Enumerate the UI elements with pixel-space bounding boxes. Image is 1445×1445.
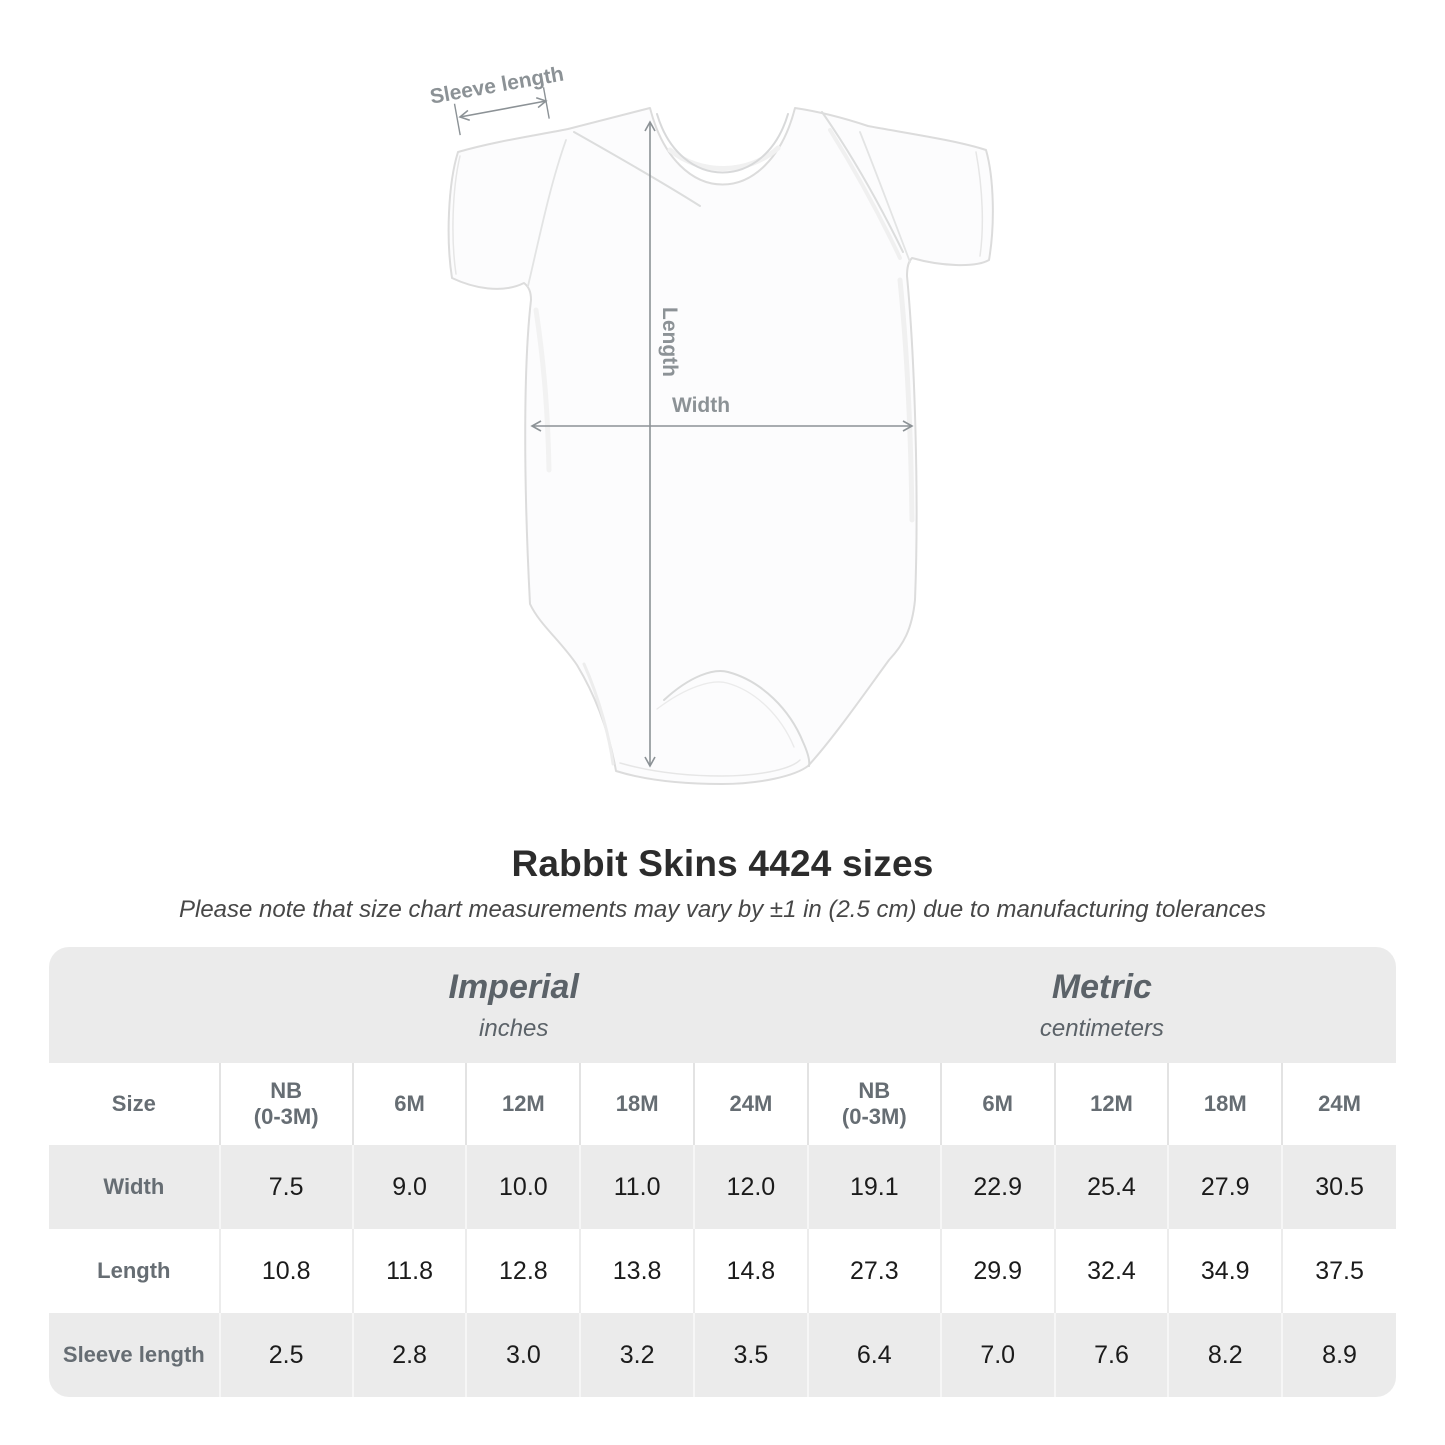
length-value: 10.8 (218, 1229, 353, 1313)
col-header-18m-imperial: 18M (579, 1063, 694, 1145)
col-header-6m-metric: 6M (939, 1063, 1055, 1145)
sleeve-length-value: 7.6 (1053, 1313, 1169, 1397)
tolerance-note: Please note that size chart measurements… (178, 896, 1267, 923)
sleeve-length-value: 3.0 (465, 1313, 581, 1397)
sleeve-length-value: 8.9 (1281, 1313, 1396, 1397)
bodysuit-shading (533, 128, 915, 766)
width-value: 27.9 (1167, 1145, 1283, 1229)
col-header-12m-metric: 12M (1053, 1063, 1169, 1145)
length-value: 34.9 (1167, 1229, 1283, 1313)
sleeve-length-value: 6.4 (806, 1313, 941, 1397)
length-label: Length (658, 307, 681, 377)
page-title: Rabbit Skins 4424 sizes (511, 843, 934, 884)
length-value: 32.4 (1053, 1229, 1169, 1313)
sleeve-length-arrow (453, 87, 550, 136)
length-value: 11.8 (351, 1229, 467, 1313)
metric-unit-label: centimeters (1039, 1015, 1164, 1042)
col-header-nb-imperial: NB (0-3M) (218, 1063, 353, 1145)
col-header-24m-imperial: 24M (693, 1063, 808, 1145)
bodysuit-seams (452, 111, 984, 777)
col-header-nb-metric: NB (0-3M) (806, 1063, 941, 1145)
row-label-width: Width (49, 1145, 220, 1229)
width-value: 19.1 (806, 1145, 941, 1229)
width-value: 12.0 (693, 1145, 808, 1229)
unit-group-imperial: Imperial inches (219, 947, 808, 1063)
length-value: 27.3 (806, 1229, 941, 1313)
col-header-18m-metric: 18M (1167, 1063, 1283, 1145)
unit-group-metric: Metric centimeters (807, 947, 1396, 1063)
row-label-sleeve-length: Sleeve length (49, 1313, 220, 1397)
width-value: 9.0 (351, 1145, 467, 1229)
metric-label: Metric (1051, 968, 1152, 1006)
width-value: 10.0 (465, 1145, 581, 1229)
imperial-unit-label: inches (479, 1015, 549, 1042)
bodysuit-diagram: Sleeve length Length Width (420, 50, 1030, 830)
width-value: 25.4 (1053, 1145, 1169, 1229)
table-row-width: Width 7.5 9.0 10.0 11.0 12.0 19.1 22.9 2… (49, 1145, 1396, 1229)
sleeve-length-value: 7.0 (939, 1313, 1055, 1397)
length-value: 37.5 (1281, 1229, 1396, 1313)
size-header-cell: Size (49, 1063, 220, 1145)
sleeve-length-value: 2.5 (218, 1313, 353, 1397)
width-value: 22.9 (939, 1145, 1055, 1229)
col-header-12m-imperial: 12M (465, 1063, 581, 1145)
sleeve-length-value: 3.5 (693, 1313, 808, 1397)
row-label-length: Length (49, 1229, 220, 1313)
table-row-sleeve-length: Sleeve length 2.5 2.8 3.0 3.2 3.5 6.4 7.… (49, 1313, 1396, 1397)
size-header-row: Size NB (0-3M) 6M 12M 18M 24M NB (0-3M) … (49, 1063, 1396, 1145)
size-chart-table: Imperial inches Metric centimeters Size … (49, 947, 1396, 1397)
length-value: 13.8 (579, 1229, 694, 1313)
width-value: 11.0 (579, 1145, 694, 1229)
sleeve-length-value: 3.2 (579, 1313, 694, 1397)
width-value: 7.5 (218, 1145, 353, 1229)
sleeve-length-value: 2.8 (351, 1313, 467, 1397)
length-value: 29.9 (939, 1229, 1055, 1313)
col-header-6m-imperial: 6M (351, 1063, 467, 1145)
table-row-length: Length 10.8 11.8 12.8 13.8 14.8 27.3 29.… (49, 1229, 1396, 1313)
bodysuit-outline (447, 107, 994, 785)
length-value: 12.8 (465, 1229, 581, 1313)
width-value: 30.5 (1281, 1145, 1396, 1229)
imperial-label: Imperial (448, 968, 579, 1006)
sleeve-length-value: 8.2 (1167, 1313, 1283, 1397)
group-corner-cell (49, 947, 220, 1063)
col-header-24m-metric: 24M (1281, 1063, 1396, 1145)
unit-group-row: Imperial inches Metric centimeters (49, 947, 1396, 1063)
length-value: 14.8 (693, 1229, 808, 1313)
width-label: Width (672, 394, 730, 417)
